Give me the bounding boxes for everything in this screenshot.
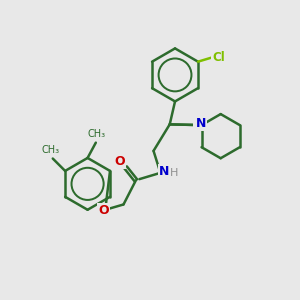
Text: CH₃: CH₃	[41, 145, 59, 155]
Text: N: N	[159, 165, 169, 178]
Text: O: O	[114, 155, 125, 168]
Text: N: N	[194, 117, 204, 130]
Text: H: H	[170, 168, 178, 178]
Text: O: O	[98, 204, 109, 217]
Text: Cl: Cl	[212, 51, 225, 64]
Text: CH₃: CH₃	[88, 129, 106, 139]
Text: N: N	[196, 117, 206, 130]
